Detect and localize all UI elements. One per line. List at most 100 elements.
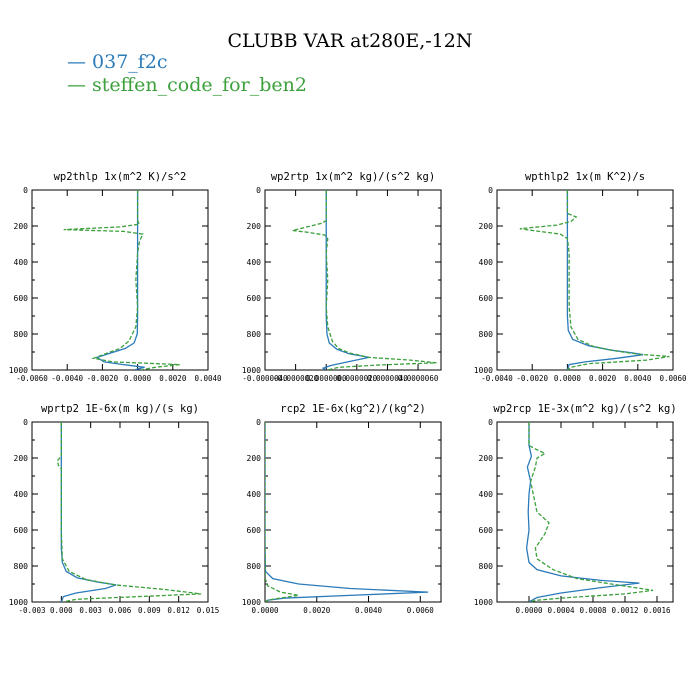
x-tick-label: 0.006 <box>109 606 132 615</box>
x-tick-label: -0.0020 <box>87 374 119 383</box>
y-tick-label: 0 <box>23 186 28 195</box>
x-tick-label: 0.0000 <box>515 606 543 615</box>
plot-frame <box>496 189 674 371</box>
y-tick-label: 600 <box>14 526 29 535</box>
x-tick-label: 0.0000 <box>251 606 279 615</box>
y-tick-label: 800 <box>14 562 29 571</box>
y-tick-label: 1000 <box>474 598 493 607</box>
y-tick-label: 0 <box>488 186 493 195</box>
x-tick-label: 0.0040 <box>355 606 383 615</box>
x-tick-label: -0.0000040 <box>242 374 288 383</box>
y-tick-label: 1000 <box>242 598 261 607</box>
series-line-steffen-code-for-ben2 <box>265 422 299 602</box>
x-tick-label: 0.0000000 <box>306 374 347 383</box>
chart-panel-5: rcp2 1E-6x(kg^2)/(kg^2) 0 200 400 600 800 1000… <box>242 403 442 615</box>
y-tick-label: 400 <box>479 490 494 499</box>
plot-frame <box>31 421 209 603</box>
x-tick-label: 0.0000040 <box>367 374 408 383</box>
x-tick-label: 0.015 <box>197 606 220 615</box>
x-tick-label: -0.0040 <box>481 374 513 383</box>
x-tick-label: -0.0040 <box>51 374 83 383</box>
x-tick-label: 0.0060 <box>659 374 687 383</box>
y-tick-label: 600 <box>14 294 29 303</box>
y-tick-label: 400 <box>247 490 262 499</box>
y-tick-label: 400 <box>479 258 494 267</box>
panel-title: wp2thlp 1x(m^2 K)/s^2 <box>54 171 187 183</box>
chart-panel-4: wprtp2 1E-6x(m kg)/(s kg) 0 200 400 600 800 10… <box>9 403 220 615</box>
y-tick-label: 800 <box>14 330 29 339</box>
plot-frame <box>264 421 442 603</box>
chart-panel-2: wp2rtp 1x(m^2 kg)/(s^2 kg) 0 200 400 600 800 1… <box>242 171 442 383</box>
panel-title: rcp2 1E-6x(kg^2)/(kg^2) <box>280 403 425 415</box>
legend-entry-2: — steffen_code_for_ben2 <box>67 74 307 96</box>
legend-entry-1: — 037_f2c <box>67 51 168 73</box>
series-line-037-f2c <box>566 190 644 370</box>
x-tick-label: 0.0000 <box>124 374 152 383</box>
series-line-steffen-code-for-ben2 <box>56 422 202 602</box>
y-tick-label: 400 <box>14 258 29 267</box>
x-tick-label: 0.0020 <box>589 374 617 383</box>
y-tick-label: 400 <box>14 490 29 499</box>
series-line-steffen-code-for-ben2 <box>63 190 180 370</box>
series-line-steffen-code-for-ben2 <box>519 190 670 370</box>
y-tick-label: 800 <box>247 330 262 339</box>
x-tick-label: 0.0000020 <box>337 374 378 383</box>
y-tick-label: 800 <box>247 562 262 571</box>
plot-frame <box>264 189 442 371</box>
y-tick-label: 200 <box>479 222 494 231</box>
x-tick-label: -0.0060 <box>16 374 48 383</box>
x-tick-label: 0.0040 <box>624 374 652 383</box>
x-tick-label: 0.0040 <box>194 374 222 383</box>
x-tick-label: 0.000 <box>50 606 73 615</box>
x-tick-label: 0.003 <box>79 606 102 615</box>
panel-title: wpthlp2 1x(m K^2)/s <box>525 171 645 183</box>
x-tick-label: 0.012 <box>167 606 190 615</box>
y-tick-label: 600 <box>479 526 494 535</box>
x-tick-label: 0.0004 <box>547 606 575 615</box>
series-line-037-f2c <box>60 422 117 602</box>
plot-frame <box>496 421 674 603</box>
y-tick-label: 400 <box>247 258 262 267</box>
x-tick-label: -0.003 <box>18 606 45 615</box>
y-tick-label: 600 <box>247 526 262 535</box>
y-tick-label: 200 <box>247 454 262 463</box>
x-tick-label: 0.0000060 <box>398 374 439 383</box>
y-tick-label: 200 <box>14 222 29 231</box>
y-tick-label: 600 <box>479 294 494 303</box>
series-line-steffen-code-for-ben2 <box>292 190 437 370</box>
x-tick-label: 0.009 <box>138 606 161 615</box>
panel-title: wp2rtp 1x(m^2 kg)/(s^2 kg) <box>271 171 435 183</box>
x-tick-label: 0.0060 <box>407 606 435 615</box>
x-tick-label: -0.0020 <box>516 374 548 383</box>
y-tick-label: 200 <box>14 454 29 463</box>
x-tick-label: -0.0000020 <box>273 374 319 383</box>
y-tick-label: 0 <box>488 418 493 427</box>
y-tick-label: 200 <box>247 222 262 231</box>
series-line-037-f2c <box>321 190 370 370</box>
chart-panel-1: wp2thlp 1x(m^2 K)/s^202004006008001000-0… <box>9 171 222 383</box>
y-tick-label: 1000 <box>9 366 28 375</box>
plot-frame <box>31 189 209 371</box>
y-tick-label: 800 <box>479 562 494 571</box>
x-tick-label: 0.0012 <box>611 606 638 615</box>
chart-panel-6: wp2rcp 1E-3x(m^2 kg)/(s^2 kg)0 200 400 600 8… <box>474 403 677 615</box>
y-tick-label: 200 <box>479 454 494 463</box>
panel-title: wp2rcp 1E-3x(m^2 kg)/(s^2 kg) <box>493 403 676 415</box>
series-line-037-f2c <box>525 422 640 602</box>
y-tick-label: 1000 <box>474 366 493 375</box>
y-tick-label: 600 <box>247 294 262 303</box>
y-tick-label: 800 <box>479 330 494 339</box>
y-tick-label: 1000 <box>9 598 28 607</box>
y-tick-label: 0 <box>23 418 28 427</box>
y-tick-label: 0 <box>256 186 261 195</box>
panel-title: wprtp2 1E-6x(m kg)/(s kg) <box>41 403 199 415</box>
series-line-037-f2c <box>265 422 429 602</box>
chart-panel-3: wpthlp2 1x(m K^2)/s02004006008001000-0.0… <box>474 171 687 383</box>
x-tick-label: 0.0016 <box>643 606 671 615</box>
x-tick-label: 0.0000 <box>554 374 582 383</box>
series-line-steffen-code-for-ben2 <box>528 422 654 602</box>
x-tick-label: 0.0008 <box>579 606 607 615</box>
y-tick-label: 1000 <box>242 366 261 375</box>
page-title: CLUBB VAR at280E,-12N <box>227 30 473 52</box>
